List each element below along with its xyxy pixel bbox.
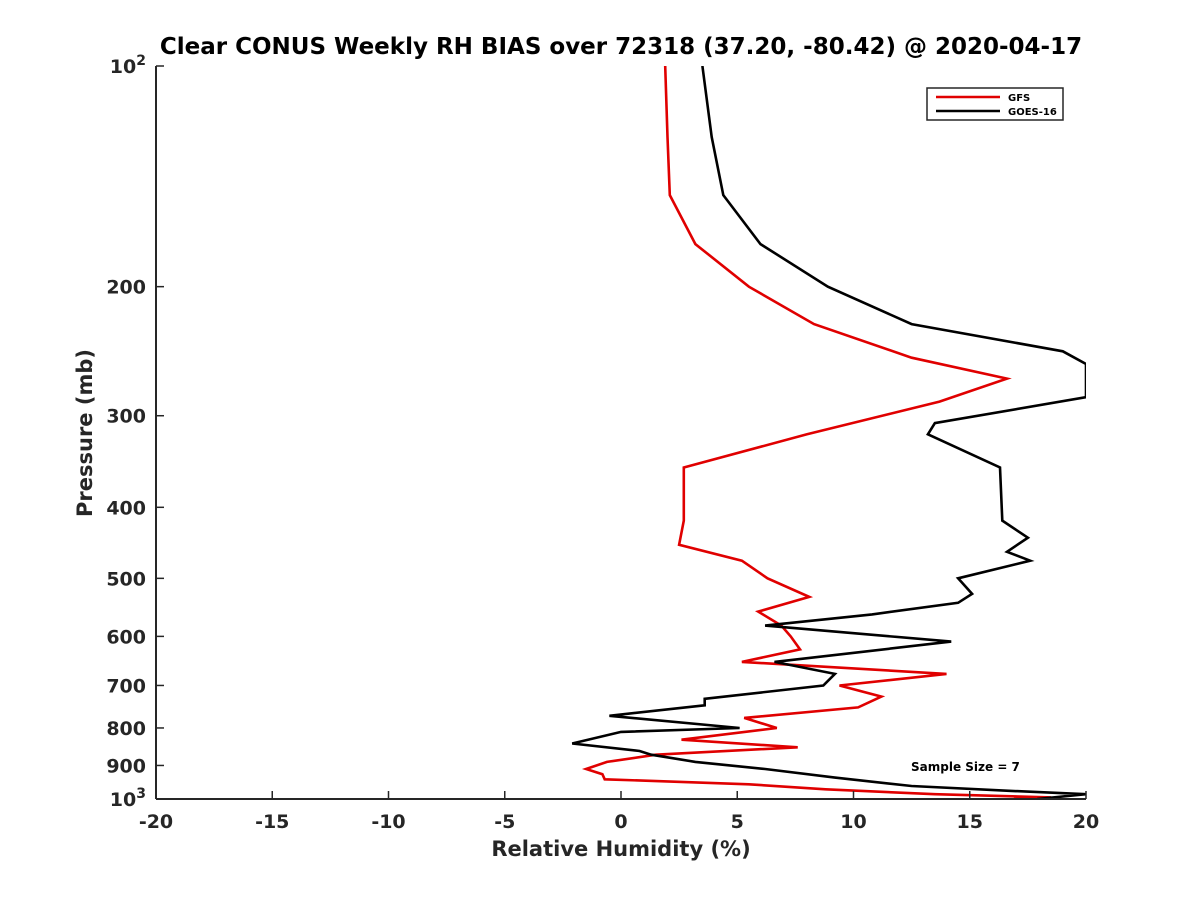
y-tick-label: 800 [106, 718, 146, 740]
x-tick-label: -10 [371, 811, 405, 833]
y-tick-label: 300 [106, 406, 146, 428]
y-tick-label: 500 [106, 568, 146, 590]
plot-area [571, 66, 1086, 799]
y-tick-label: 600 [106, 626, 146, 648]
x-ticks: -20 -15 -10 -5 0 5 10 15 20 [139, 791, 1099, 833]
x-tick-label: 0 [614, 811, 627, 833]
x-tick-label: 15 [957, 811, 983, 833]
x-tick-label: 10 [840, 811, 866, 833]
y-tick-label: 700 [106, 675, 146, 697]
chart-title: Clear CONUS Weekly RH BIAS over 72318 (3… [160, 34, 1082, 60]
legend-items: GFS GOES-16 [936, 93, 1057, 118]
y-tick-label: 400 [106, 497, 146, 519]
x-tick-label: 20 [1073, 811, 1099, 833]
y-tick-label: 200 [106, 277, 146, 299]
y-axis-label: Pressure (mb) [73, 349, 97, 517]
legend-label: GOES-16 [1008, 107, 1057, 118]
y-tick-label: 900 [106, 755, 146, 777]
x-tick-label: -20 [139, 811, 173, 833]
x-tick-label: -5 [494, 811, 515, 833]
legend-box [926, 87, 1064, 121]
series-line-gfs [581, 66, 1052, 799]
x-tick-label: -15 [255, 811, 289, 833]
legend-label: GFS [1008, 93, 1030, 104]
sample-size-annotation: Sample Size = 7 [911, 760, 1020, 774]
x-tick-label: 5 [731, 811, 744, 833]
legend: GFS GOES-16 [926, 87, 1064, 121]
x-axis-label: Relative Humidity (%) [491, 837, 750, 861]
series-line-goes-16 [571, 66, 1086, 799]
